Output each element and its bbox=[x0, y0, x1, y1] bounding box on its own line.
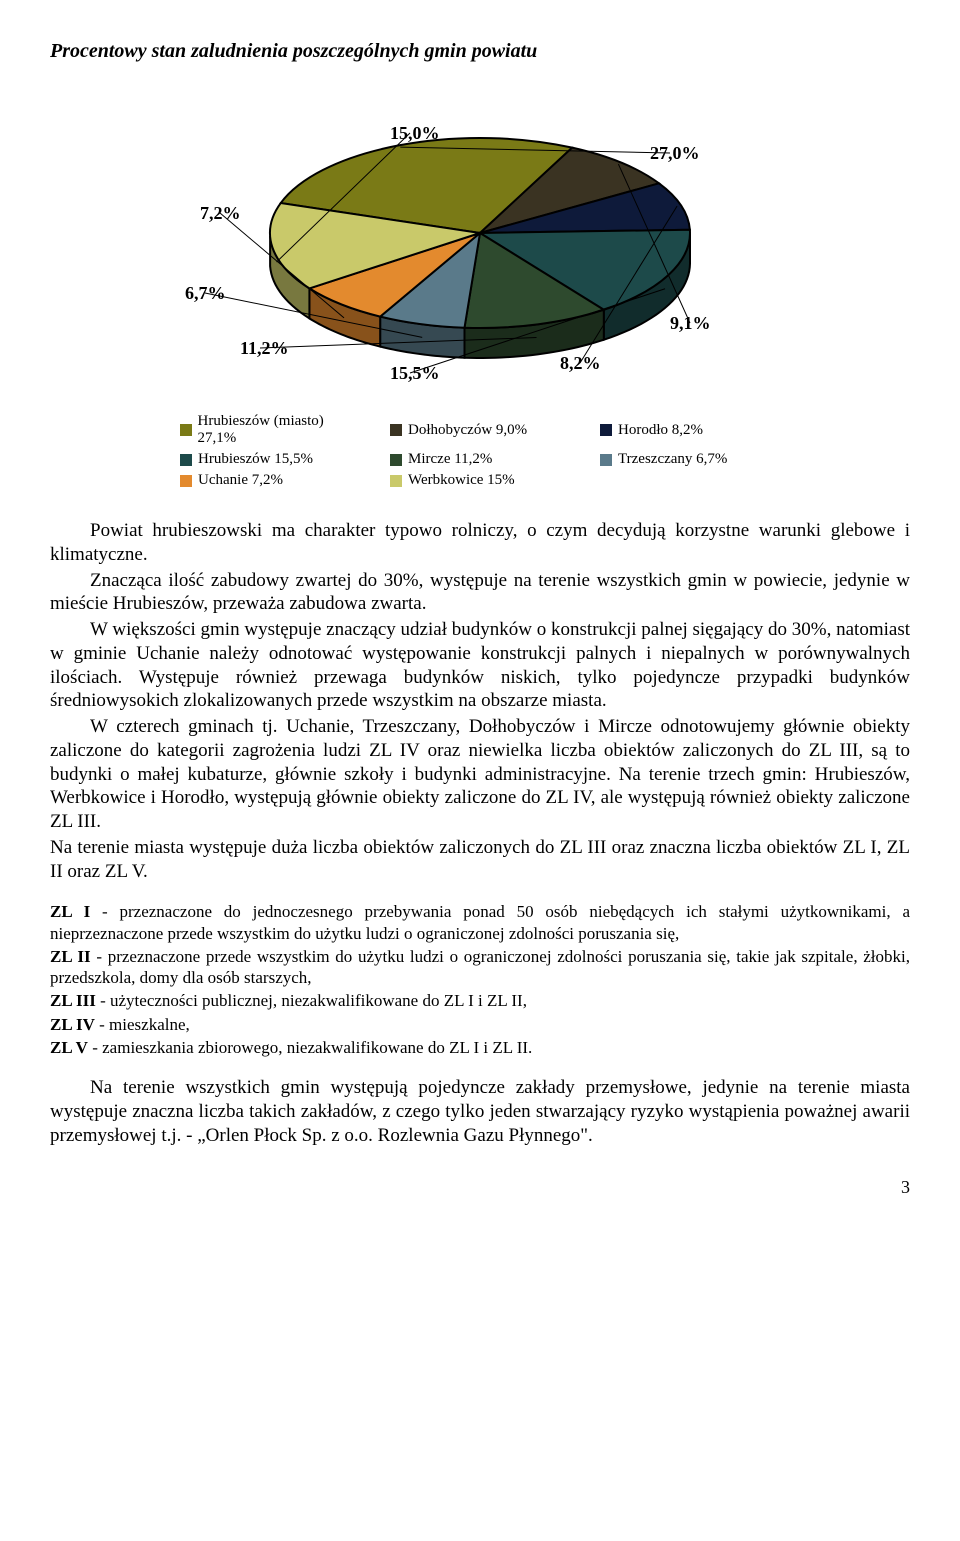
pie-slice-label: 9,1% bbox=[670, 313, 711, 334]
legend-item: Hrubieszów 15,5% bbox=[180, 451, 360, 468]
legend-swatch bbox=[600, 454, 612, 466]
legend-item: Trzeszczany 6,7% bbox=[600, 451, 780, 468]
legend-item: Mircze 11,2% bbox=[390, 451, 570, 468]
legend-label: Dołhobyczów 9,0% bbox=[408, 422, 527, 439]
legend-swatch bbox=[390, 475, 402, 487]
pie-slice-label: 7,2% bbox=[200, 203, 241, 224]
pie-chart: 27,0% 9,1% 8,2% 15,5% 11,2% 6,7% 7,2% 15,0% bbox=[130, 83, 830, 393]
paragraph: W większości gmin występuje znaczący udz… bbox=[50, 618, 910, 713]
legend-swatch bbox=[600, 424, 612, 436]
paragraph: Na terenie miasta występuje duża liczba … bbox=[50, 836, 910, 884]
def-text: - użyteczności publicznej, niezakwalifik… bbox=[96, 991, 527, 1010]
paragraph: W czterech gminach tj. Uchanie, Trzeszcz… bbox=[50, 715, 910, 834]
legend-label: Werbkowice 15% bbox=[408, 472, 515, 489]
pie-slice-label: 11,2% bbox=[240, 338, 289, 359]
legend-item: Hrubieszów (miasto) 27,1% bbox=[180, 413, 360, 447]
legend-label: Horodło 8,2% bbox=[618, 422, 703, 439]
pie-slice-label: 27,0% bbox=[650, 143, 700, 164]
legend-label: Hrubieszów (miasto) 27,1% bbox=[198, 413, 360, 447]
legend-swatch bbox=[390, 454, 402, 466]
def-text: - przeznaczone do jednoczesnego przebywa… bbox=[50, 902, 910, 942]
legend-item: Werbkowice 15% bbox=[390, 472, 570, 489]
pie-slice-label: 15,0% bbox=[390, 123, 440, 144]
def-term: ZL II bbox=[50, 947, 91, 966]
legend-label: Hrubieszów 15,5% bbox=[198, 451, 313, 468]
legend-item: Dołhobyczów 9,0% bbox=[390, 413, 570, 447]
legend-label: Trzeszczany 6,7% bbox=[618, 451, 727, 468]
legend-label: Uchanie 7,2% bbox=[198, 472, 283, 489]
legend-label: Mircze 11,2% bbox=[408, 451, 492, 468]
page-title: Procentowy stan zaludnienia poszczególny… bbox=[50, 40, 910, 63]
def-text: - mieszkalne, bbox=[95, 1015, 190, 1034]
def-term: ZL I bbox=[50, 902, 90, 921]
paragraph: Znacząca ilość zabudowy zwartej do 30%, … bbox=[50, 569, 910, 617]
def-term: ZL III bbox=[50, 991, 96, 1010]
pie-slice-label: 15,5% bbox=[390, 363, 440, 384]
def-term: ZL V bbox=[50, 1038, 88, 1057]
legend-swatch bbox=[180, 454, 192, 466]
legend-item: Uchanie 7,2% bbox=[180, 472, 360, 489]
legend-item: Horodło 8,2% bbox=[600, 413, 780, 447]
chart-legend: Hrubieszów (miasto) 27,1% Dołhobyczów 9,0… bbox=[180, 413, 780, 489]
legend-swatch bbox=[390, 424, 402, 436]
body-text: Na terenie wszystkich gmin występują poj… bbox=[50, 1076, 910, 1147]
pie-slice-label: 8,2% bbox=[560, 353, 601, 374]
paragraph: Powiat hrubieszowski ma charakter typowo… bbox=[50, 519, 910, 567]
def-text: - przeznaczone przede wszystkim do użytk… bbox=[50, 947, 910, 987]
legend-swatch bbox=[180, 475, 192, 487]
paragraph: Na terenie wszystkich gmin występują poj… bbox=[50, 1076, 910, 1147]
def-text: - zamieszkania zbiorowego, niezakwalifik… bbox=[88, 1038, 532, 1057]
definitions-block: ZL I - przeznaczone do jednoczesnego prz… bbox=[50, 901, 910, 1058]
page-number: 3 bbox=[50, 1177, 910, 1198]
body-text: Powiat hrubieszowski ma charakter typowo… bbox=[50, 519, 910, 883]
def-term: ZL IV bbox=[50, 1015, 95, 1034]
pie-slice-label: 6,7% bbox=[185, 283, 226, 304]
legend-swatch bbox=[180, 424, 192, 436]
